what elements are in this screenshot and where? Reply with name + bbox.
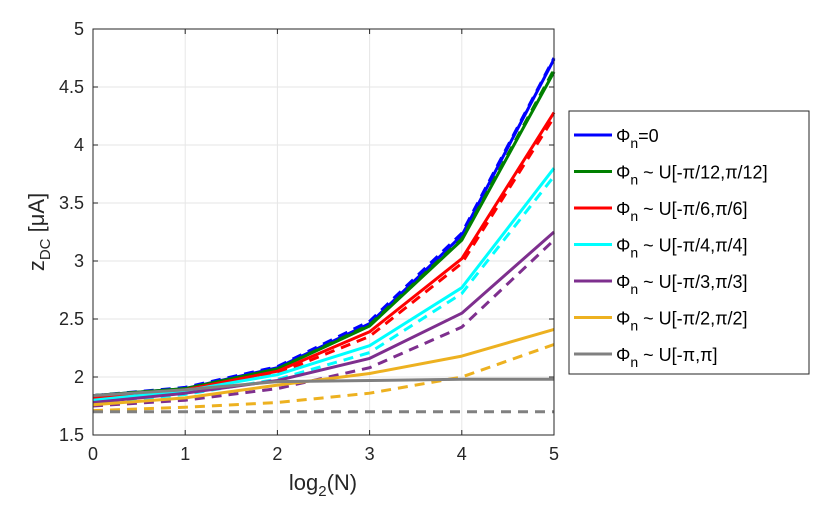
series-line-4-solid <box>92 230 555 404</box>
y-tick-label: 1.5 <box>59 425 84 445</box>
y-tick-label: 5 <box>74 19 84 39</box>
y-tick-label: 3 <box>74 251 84 271</box>
x-tick-label: 3 <box>365 444 375 464</box>
y-axis-label: zDC [μA] <box>24 193 54 271</box>
legend-label-6: Φn ~ U[-π,π] <box>616 345 718 370</box>
series-lines <box>92 57 556 414</box>
y-tick-label: 3.5 <box>59 193 84 213</box>
legend-label-3: Φn ~ U[-π/4,π/4] <box>616 236 748 261</box>
x-tick-label: 2 <box>272 444 282 464</box>
x-tick-label: 0 <box>88 444 98 464</box>
legend-label-1: Φn ~ U[-π/12,π/12] <box>616 163 768 188</box>
legend-box <box>568 110 810 375</box>
plot-frame <box>92 28 555 436</box>
series-line-4-dashed <box>92 239 556 408</box>
legend-label-0: Φn=0 <box>616 126 659 151</box>
x-tick-labels: 0 1 2 3 4 5 <box>88 444 559 464</box>
series-line-3-solid <box>92 167 556 402</box>
plot-area <box>93 29 554 435</box>
y-tick-label: 4 <box>74 135 84 155</box>
x-tick-label: 4 <box>457 444 467 464</box>
x-tick-label: 1 <box>180 444 190 464</box>
legend-label-4: Φn ~ U[-π/3,π/3] <box>616 272 748 297</box>
series-line-5-solid <box>92 327 555 407</box>
y-tick-label: 2 <box>74 367 84 387</box>
y-tick-labels: 1.5 2 2.5 3 3.5 4 4.5 5 <box>59 19 84 445</box>
legend-label-2: Φn ~ U[-π/6,π/6] <box>616 199 748 224</box>
legend: Φn=0 Φn ~ U[-π/12,π/12] Φn ~ U[-π/6,π/6] Φn… <box>568 110 810 375</box>
x-axis-label: log2(N) <box>289 470 357 500</box>
series-line-6-solid <box>92 377 554 398</box>
series-line-5-dashed <box>92 343 555 413</box>
y-tick-label: 4.5 <box>59 77 84 97</box>
y-tick-label: 2.5 <box>59 309 84 329</box>
x-tick-label: 5 <box>549 444 559 464</box>
axis-ticks <box>92 28 555 436</box>
legend-label-5: Φn ~ U[-π/2,π/2] <box>616 309 748 334</box>
